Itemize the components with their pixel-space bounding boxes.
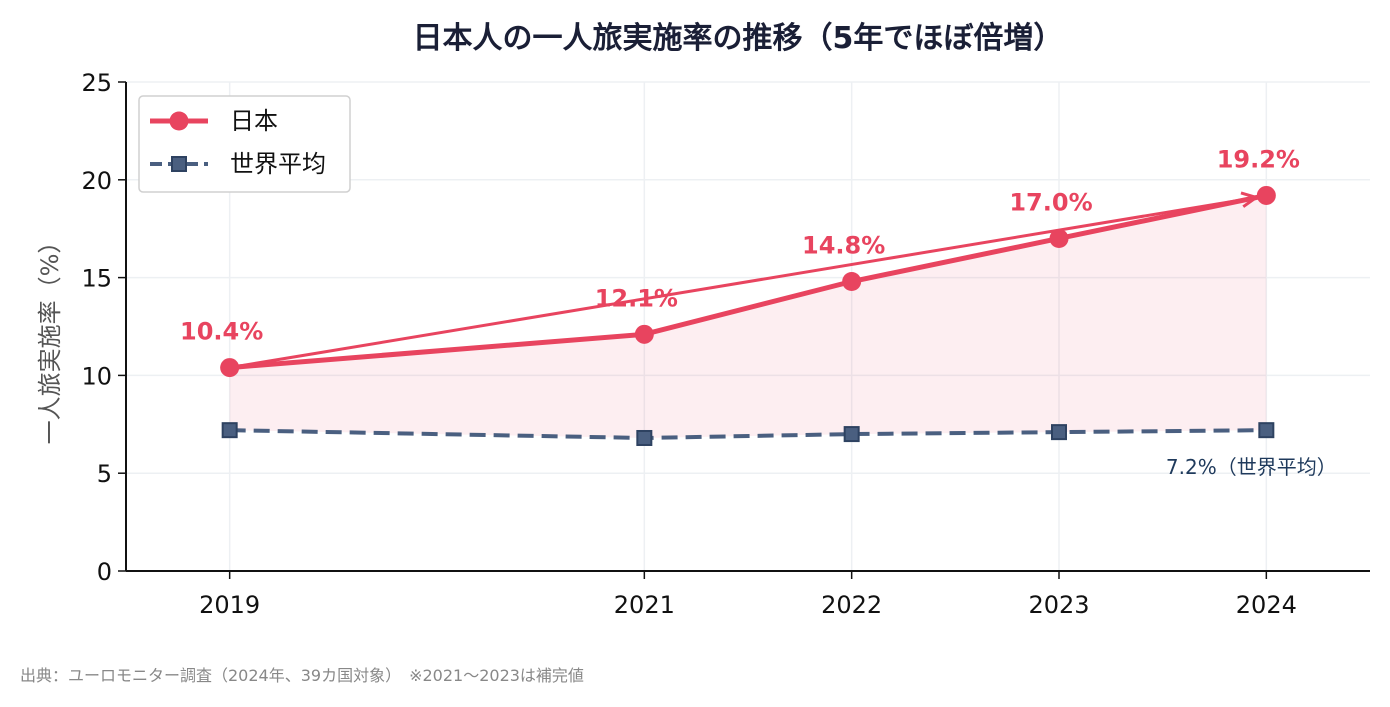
legend-label-japan: 日本 xyxy=(230,107,278,135)
point-world xyxy=(1051,424,1067,441)
point-world xyxy=(221,422,238,439)
point-japan xyxy=(634,324,654,344)
source-note: 出典：ユーロモニター調査（2024年、39カ国対象） ※2021〜2023は補完… xyxy=(20,666,584,685)
data-labels: 10.4% 12.1% 14.8% 17.0% 19.2% 7.2%（世界平均） xyxy=(180,145,1337,479)
x-tick-label: 2021 xyxy=(614,591,675,619)
point-world xyxy=(1258,422,1275,439)
area-fill xyxy=(229,195,1267,438)
area-between-series xyxy=(229,195,1267,438)
x-tick-label: 2024 xyxy=(1236,591,1297,619)
point-world xyxy=(843,426,860,443)
x-tick-label: 2022 xyxy=(821,591,882,619)
series xyxy=(220,185,1276,446)
point-world xyxy=(636,429,653,446)
axes: 0 5 10 15 20 25 2019 2021 2022 2023 2024 xyxy=(81,69,1370,619)
data-label-japan: 17.0% xyxy=(1009,188,1092,216)
data-label-japan: 10.4% xyxy=(180,318,263,346)
trend-arrow-line xyxy=(229,195,1257,370)
legend-marker-japan xyxy=(169,111,189,131)
point-japan xyxy=(842,272,862,292)
y-tick-label: 10 xyxy=(81,362,112,390)
y-tick-label: 15 xyxy=(81,265,112,293)
point-japan xyxy=(220,358,240,378)
data-label-japan: 12.1% xyxy=(595,284,678,312)
data-label-japan: 19.2% xyxy=(1217,145,1300,173)
point-japan xyxy=(1256,185,1276,205)
y-tick-label: 0 xyxy=(97,558,112,586)
data-label-world: 7.2%（世界平均） xyxy=(1166,455,1337,479)
chart-title: 日本人の一人旅実施率の推移（5年でほぼ倍増） xyxy=(413,21,1064,56)
x-tick-label: 2019 xyxy=(199,591,260,619)
data-label-japan: 14.8% xyxy=(802,232,885,260)
y-tick-label: 5 xyxy=(97,460,112,488)
legend-label-world: 世界平均 xyxy=(230,150,326,178)
y-tick-label: 25 xyxy=(81,69,112,97)
legend-marker-world xyxy=(171,156,187,172)
series-line-world xyxy=(229,428,1267,440)
x-tick-label: 2023 xyxy=(1028,591,1089,619)
point-japan xyxy=(1049,228,1069,248)
y-axis-label: 一人旅実施率（%） xyxy=(36,230,64,445)
y-tick-label: 20 xyxy=(81,167,112,195)
